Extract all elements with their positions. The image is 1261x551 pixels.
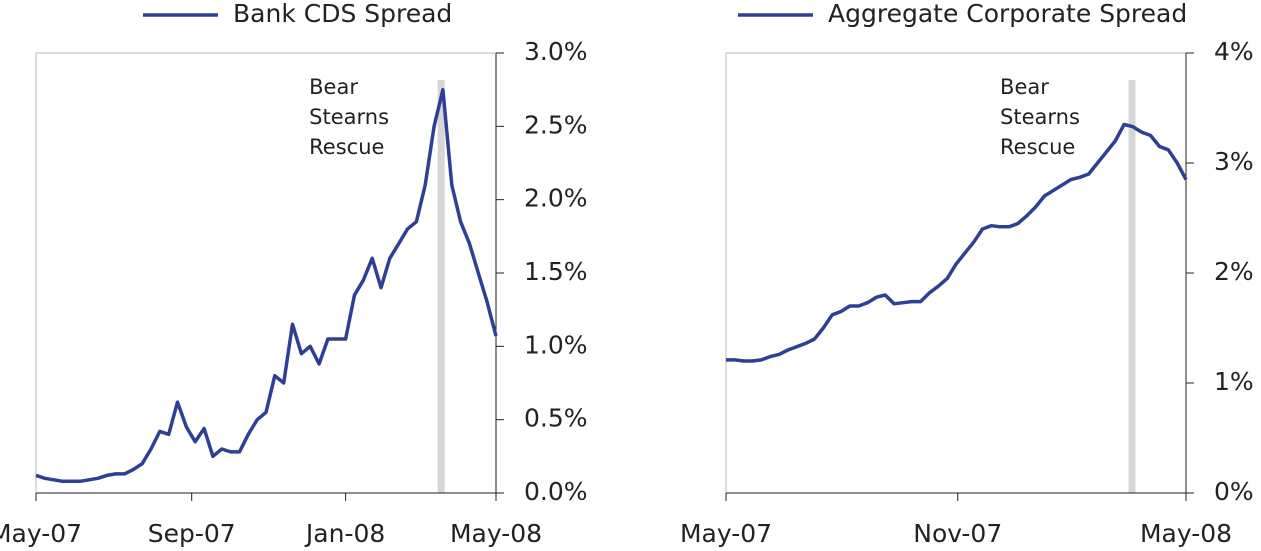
x-tick-label: May-08 [1140,519,1232,548]
highlight-band [1128,80,1136,493]
annotation: Bear [1000,75,1049,99]
plot-frame [35,52,497,494]
y-tick-label: 4% [1214,37,1254,66]
y-tick-label: 0.5% [524,404,588,433]
series-line [35,87,498,484]
y-tick-label: 3% [1214,147,1254,176]
annotation: Stearns [309,105,389,129]
y-tick-label: 0.0% [524,477,588,506]
legend-label: Aggregate Corporate Spread [828,0,1187,28]
plot-frame [725,52,1187,494]
x-tick-label: Nov-07 [913,519,1002,548]
y-tick-label: 2.0% [524,184,588,213]
series-line [726,122,1188,363]
y-tick-label: 2% [1214,257,1254,286]
y-tick-label: 0% [1214,477,1254,506]
y-tick-label: 1.0% [524,330,588,359]
y-tick-label: 1% [1214,367,1254,396]
y-tick-label: 2.5% [524,110,588,139]
annotation: Stearns [1000,105,1080,129]
x-tick-label: Jan-08 [304,519,385,548]
legend-label: Bank CDS Spread [233,0,452,28]
y-tick-label: 3.0% [524,37,588,66]
x-tick-label: Sep-07 [148,519,236,548]
x-tick-label: May-07 [0,519,82,548]
annotation: Rescue [309,135,384,159]
annotation: Rescue [1000,135,1075,159]
y-tick-label: 1.5% [524,257,588,286]
highlight-band [437,80,445,493]
annotation: Bear [309,75,358,99]
x-tick-label: May-07 [680,519,772,548]
x-tick-label: May-08 [450,519,542,548]
